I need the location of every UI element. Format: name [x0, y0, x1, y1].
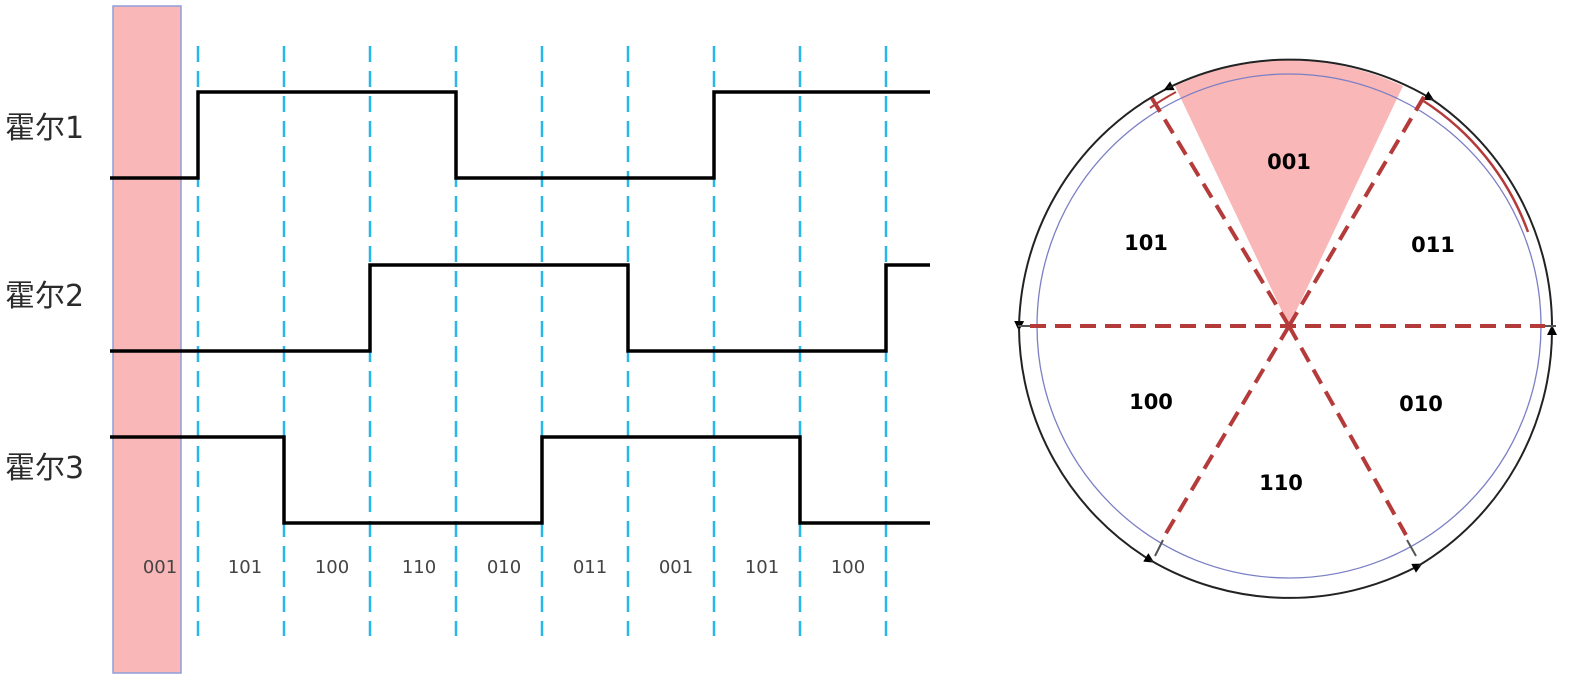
- sector-divider-upper-right: [1287, 93, 1427, 328]
- hall-3-waveform: [110, 435, 930, 525]
- state-label-7: 001: [659, 557, 693, 578]
- state-label-2: 101: [228, 557, 262, 578]
- state-dividers: [196, 46, 888, 636]
- outer-arc-bottom: [1149, 559, 1423, 599]
- state-label-9: 100: [831, 557, 865, 578]
- state-label-1: 001: [143, 557, 177, 578]
- hall-3-label: 霍尔3: [5, 451, 84, 486]
- sector-label-101: 101: [1124, 231, 1168, 255]
- sector-label-110: 110: [1259, 471, 1303, 495]
- hall-1-label: 霍尔1: [5, 111, 84, 146]
- outer-arc-right: [1417, 325, 1557, 567]
- outer-arc-top: [1167, 58, 1435, 101]
- hall-waveforms: [110, 90, 930, 525]
- sector-label-010: 010: [1399, 392, 1443, 416]
- rotor-position-circle: 001 011 010 110 100 101: [1014, 58, 1557, 599]
- outer-arc-lower-left: [1018, 327, 1155, 563]
- hall-2-waveform: [110, 263, 930, 353]
- sector-label-100: 100: [1129, 390, 1173, 414]
- tick-lower-left: [1154, 539, 1164, 557]
- sector-divider-lower-left: [1163, 324, 1291, 537]
- state-label-8: 101: [745, 557, 779, 578]
- sector-label-011: 011: [1411, 233, 1455, 257]
- state-label-5: 010: [487, 557, 521, 578]
- hall-1-waveform: [110, 90, 930, 180]
- highlighted-sector: [1175, 60, 1403, 326]
- outer-arc-upper-right: [1429, 97, 1554, 329]
- tick-lower-right: [1406, 539, 1417, 557]
- state-label-6: 011: [573, 557, 607, 578]
- sector-label-001: 001: [1267, 150, 1311, 174]
- red-arc-upper-right: [1421, 98, 1530, 233]
- outer-arc-left: [1014, 81, 1175, 331]
- state-label-3: 100: [315, 557, 349, 578]
- sector-divider-upper-left: [1148, 93, 1291, 328]
- sector-divider-lower-right: [1287, 325, 1408, 536]
- state-label-4: 110: [402, 557, 436, 578]
- red-arc-upper-left: [1149, 91, 1177, 109]
- timing-diagram: 霍尔1 霍尔2 霍尔3 001 101 100 110 010 011 001 …: [5, 5, 930, 674]
- initial-state-highlight: [112, 5, 182, 674]
- hall-2-label: 霍尔2: [5, 279, 84, 314]
